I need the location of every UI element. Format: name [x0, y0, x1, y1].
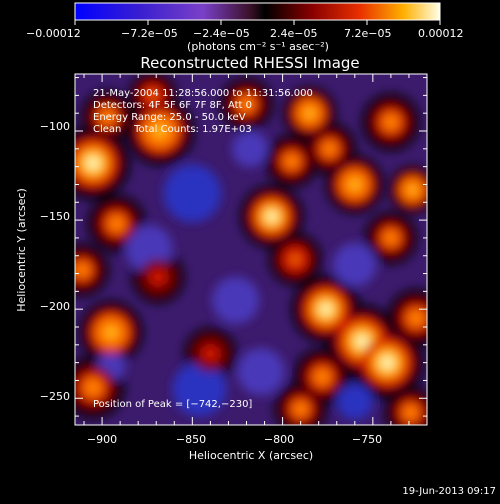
positive-source: [149, 91, 157, 99]
positive-source: [386, 233, 395, 242]
y-tick-label: −200: [40, 300, 70, 313]
negative-source: [232, 130, 269, 167]
x-tick-label: −850: [176, 433, 206, 446]
positive-source: [287, 157, 296, 166]
positive-source: [88, 382, 98, 393]
positive-source: [350, 180, 360, 189]
positive-source: [325, 144, 334, 153]
y-axis-label: Heliocentric Y (arcsec): [15, 188, 28, 312]
positive-source: [381, 357, 393, 369]
y-tick-label: −100: [40, 120, 70, 133]
annotation-method-counts: Clean Total Counts: 1.97E+03: [93, 124, 252, 135]
positive-source: [386, 117, 396, 127]
positive-source: [317, 372, 327, 382]
colorbar-label-2: −2.4e−05: [193, 27, 250, 40]
positive-source: [154, 273, 163, 282]
positive-source: [242, 100, 251, 109]
positive-source: [291, 255, 300, 264]
y-tick-label: −250: [40, 390, 70, 403]
negative-source: [237, 348, 285, 396]
colorbar-units: (photons cm⁻² s⁻¹ asec⁻²): [187, 40, 329, 53]
x-tick-labels: −900 −850 −800 −750: [87, 433, 382, 446]
positive-source: [411, 313, 421, 323]
positive-source: [106, 327, 116, 338]
negative-source: [172, 362, 227, 417]
positive-source: [320, 304, 332, 315]
colorbar-label-3: 2.4e−05: [270, 27, 317, 40]
positive-source: [78, 266, 87, 274]
positive-source: [87, 157, 99, 169]
x-axis-label: Heliocentric X (arcsec): [189, 449, 313, 462]
y-tick-labels: −100 −150 −200 −250: [40, 120, 70, 403]
positive-source: [406, 408, 415, 417]
colorbar-label-0: −0.00012: [26, 27, 81, 40]
x-tick-label: −900: [87, 433, 117, 446]
annotation-energy-range: Energy Range: 25.0 - 50.0 keV: [93, 112, 246, 123]
plot-area: [75, 74, 427, 425]
annotation-detectors: Detectors: 4F 5F 6F 7F 8F, Att 0: [93, 100, 252, 111]
chart-title: Reconstructed RHESSI Image: [140, 54, 359, 72]
footer-timestamp: 19-Jun-2013 09:17: [402, 486, 496, 497]
negative-source: [333, 242, 377, 287]
positive-source: [103, 112, 112, 121]
x-tick-label: −750: [352, 433, 382, 446]
positive-source: [305, 109, 314, 118]
colorbar: −0.00012 −7.2e−05 −2.4e−05 2.4e−05 7.2e−…: [26, 2, 464, 53]
negative-source: [163, 164, 222, 223]
axis-ticks: [75, 74, 428, 425]
colorbar-label-1: −7.2e−05: [121, 27, 178, 40]
annotation-time-range: 21-May-2004 11:28:56.000 to 11:31:56.000: [93, 88, 313, 99]
positive-source: [266, 211, 277, 222]
y-tick-label: −150: [40, 210, 70, 223]
negative-source: [212, 276, 260, 324]
positive-source: [296, 404, 305, 413]
negative-source: [336, 383, 373, 420]
colorbar-gradient: [74, 2, 441, 21]
positive-source: [112, 219, 121, 229]
positive-source: [408, 186, 417, 194]
x-tick-label: −800: [264, 433, 294, 446]
plot-frame: [74, 73, 428, 426]
annotation-peak-position: Position of Peak = [−742,−230]: [93, 399, 252, 410]
colorbar-label-4: 7.2e−05: [344, 27, 391, 40]
colorbar-label-5: 0.00012: [418, 27, 464, 40]
positive-source: [356, 335, 368, 347]
positive-source: [154, 125, 166, 137]
positive-source: [206, 349, 215, 358]
